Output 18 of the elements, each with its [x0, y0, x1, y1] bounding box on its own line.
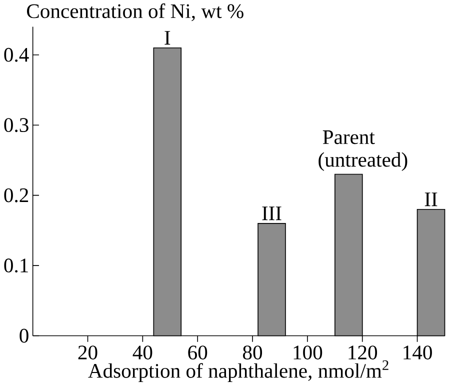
x-tick-label: 60 [188, 345, 208, 360]
y-tick-label: 0 [20, 328, 28, 342]
y-tick-label: 0.1 [4, 258, 28, 272]
x-tick-label: 80 [243, 345, 262, 360]
y-tick-label: 0.2 [4, 188, 28, 202]
annotation: I [164, 30, 170, 44]
annotation: Parent (untreated) [318, 130, 408, 171]
y-axis-title: Concentration of Ni, wt % [27, 3, 244, 21]
x-tick-label: 140 [404, 345, 432, 360]
x-tick-label: 40 [132, 345, 152, 360]
x-tick-label: 120 [348, 345, 378, 360]
annotation: II [424, 192, 438, 206]
x-tick-label: 20 [78, 345, 98, 360]
x-tick-label: 100 [294, 345, 322, 360]
annotation: III [262, 206, 282, 220]
y-tick-label: 0.4 [4, 48, 29, 62]
x-axis-title: Adsorption of naphthalene, nmol/m$^{2}$ [88, 360, 388, 382]
y-tick-label: 0.3 [4, 118, 28, 132]
